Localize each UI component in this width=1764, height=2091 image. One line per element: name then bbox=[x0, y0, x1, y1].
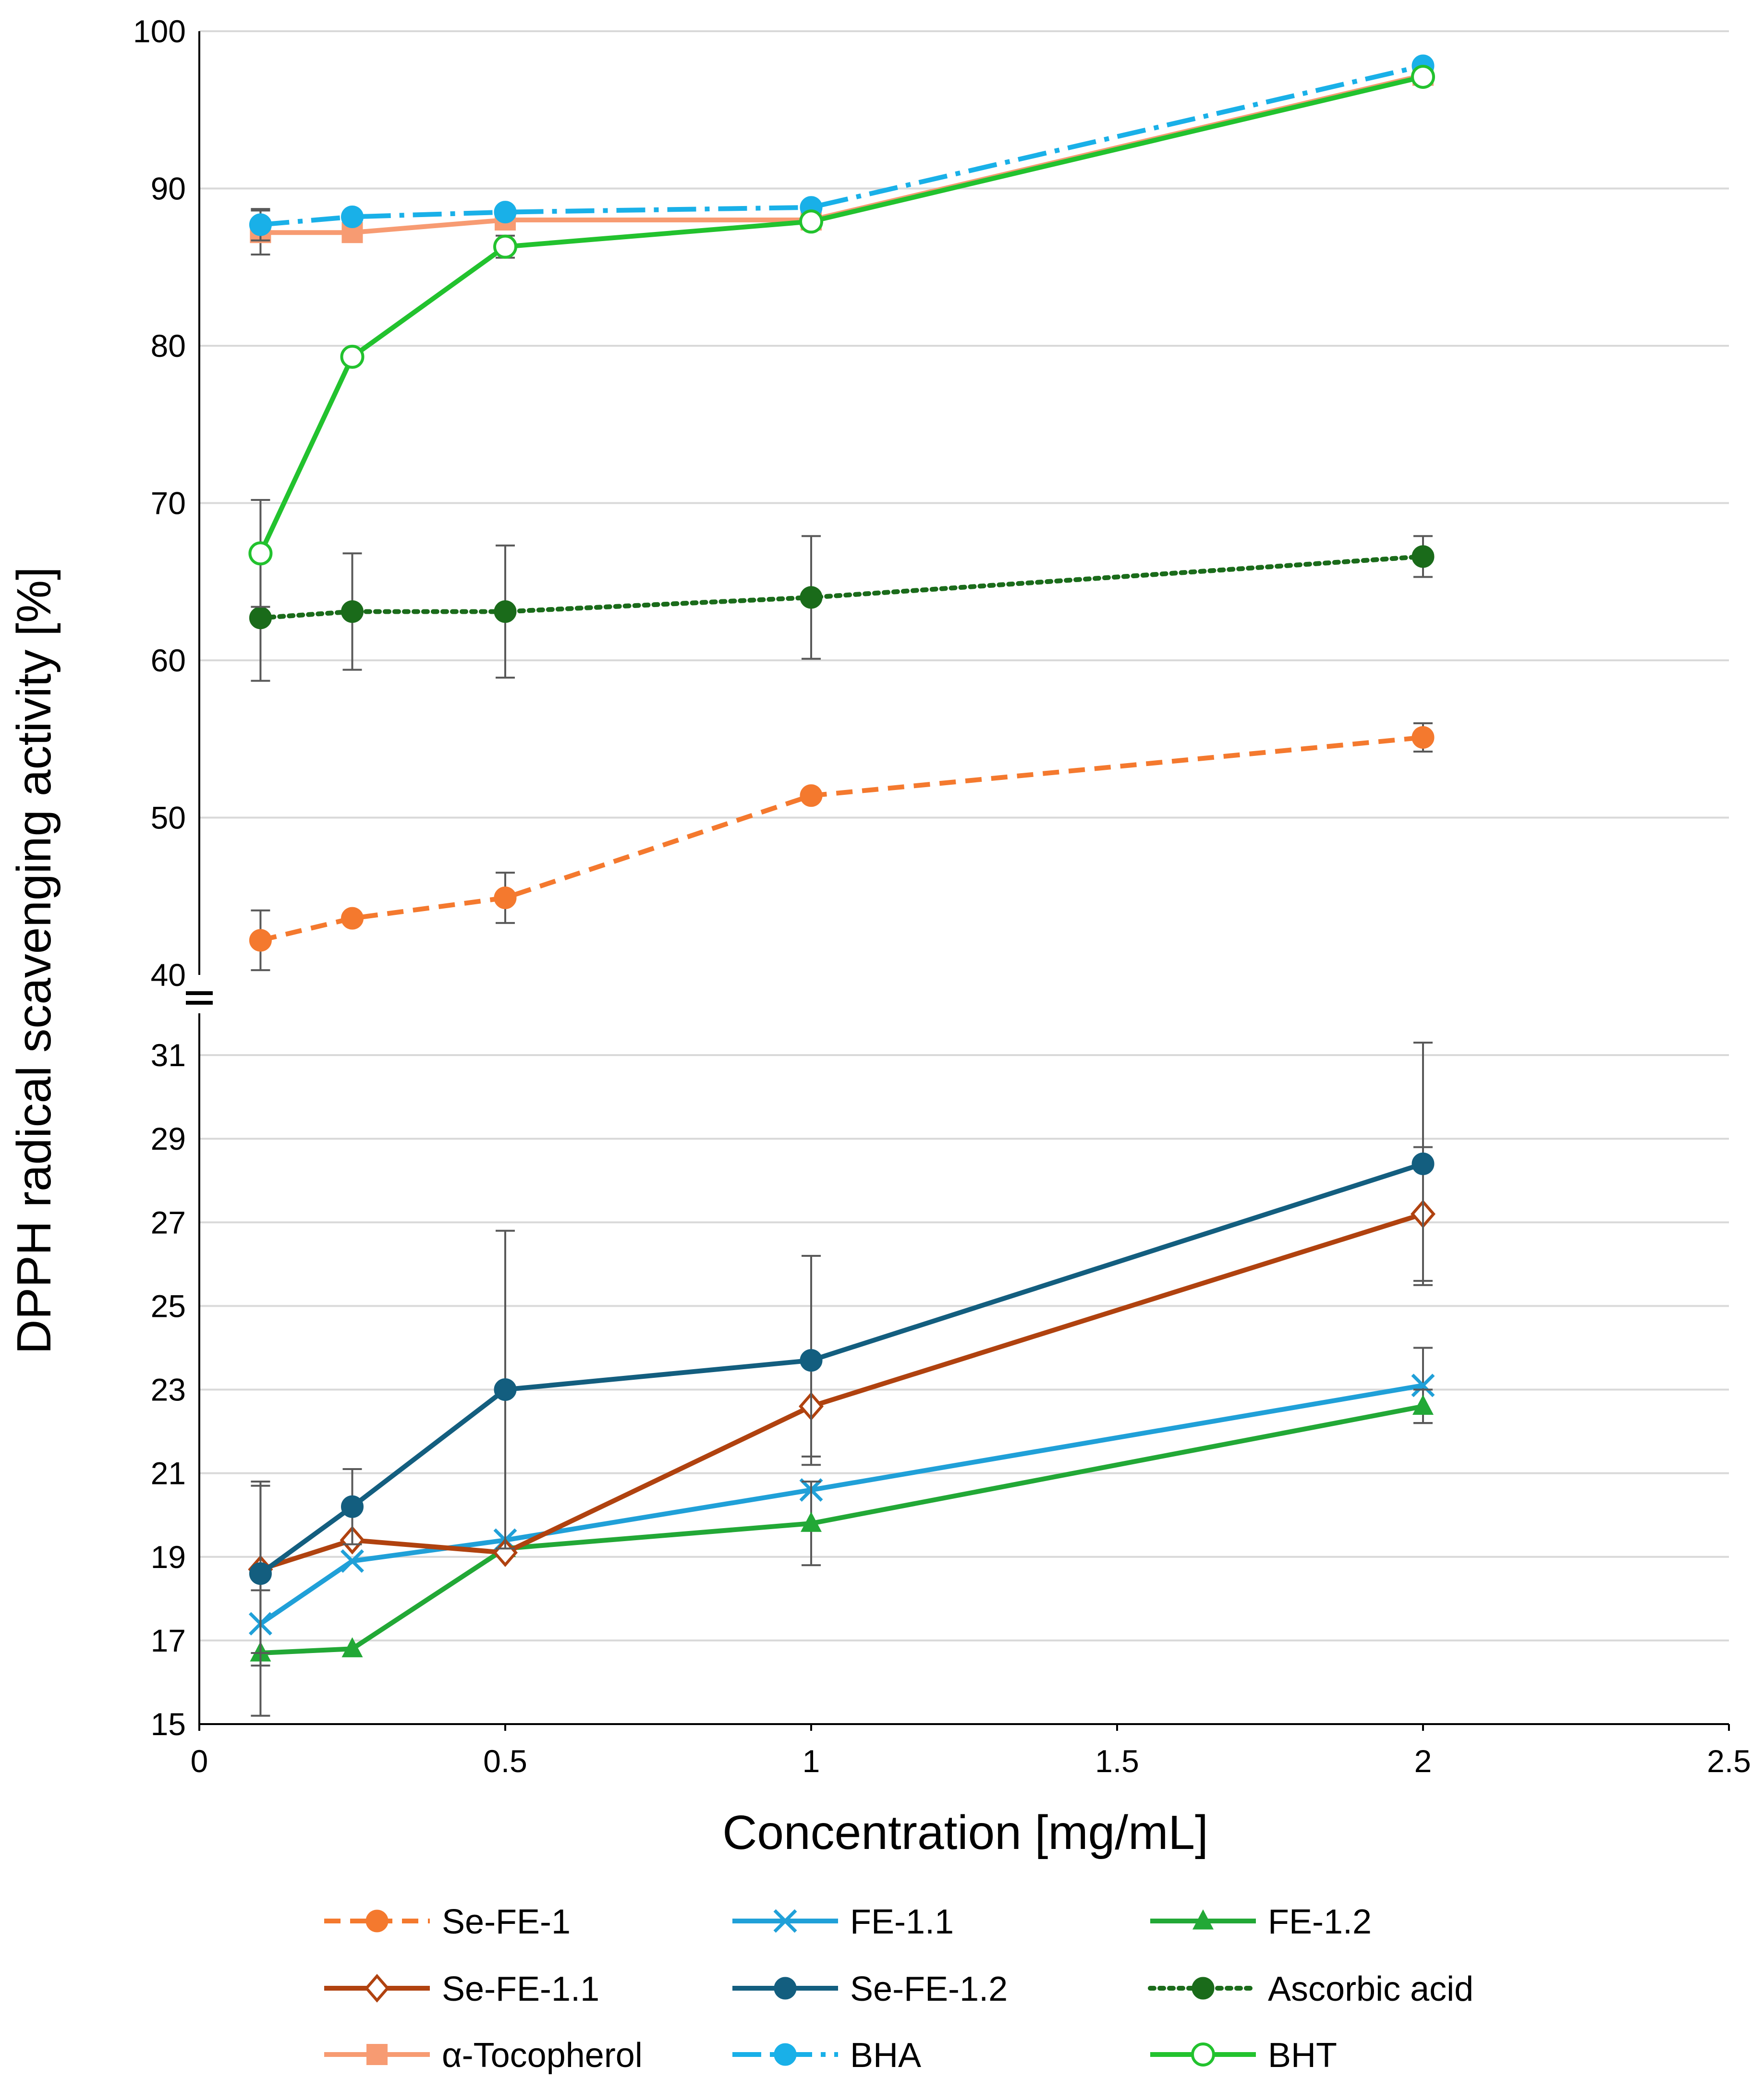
x-tick-label: 0 bbox=[191, 1743, 208, 1779]
data-point bbox=[249, 929, 272, 952]
legend: Se-FE-1 FE-1.1 FE-1.2 Se-FE-1.1 Se-FE-1.2 Asc… bbox=[324, 1903, 1473, 2075]
legend-swatch-marker bbox=[1192, 1977, 1215, 2000]
data-point bbox=[341, 1549, 364, 1573]
data-point bbox=[1411, 1374, 1435, 1398]
y-tick-label-upper: 40 bbox=[151, 957, 186, 993]
legend-item: FE-1.1 bbox=[732, 1903, 954, 1941]
series-line bbox=[259, 1161, 1424, 1576]
legend-item: Se-FE-1.2 bbox=[732, 1970, 1008, 2008]
series-line bbox=[260, 735, 1423, 943]
x-tick-label: 1 bbox=[803, 1743, 820, 1779]
y-tick-label-upper: 80 bbox=[151, 328, 186, 364]
y-tick-label-lower: 29 bbox=[151, 1121, 186, 1156]
legend-label: α-Tocopherol bbox=[442, 2036, 643, 2075]
data-point bbox=[341, 1637, 363, 1657]
data-point bbox=[249, 213, 272, 236]
legend-label: FE-1.1 bbox=[850, 1903, 954, 1941]
y-axis-title: DPPH radical scavenging activity [%] bbox=[7, 567, 61, 1354]
y-tick-label-upper: 100 bbox=[133, 13, 186, 49]
y-tick-label-upper: 70 bbox=[151, 486, 186, 521]
series-bht bbox=[248, 64, 1435, 608]
data-point bbox=[340, 344, 365, 369]
data-point bbox=[249, 607, 272, 630]
data-point bbox=[248, 541, 273, 566]
data-point bbox=[341, 1495, 364, 1518]
data-point bbox=[341, 205, 364, 228]
legend-item: FE-1.2 bbox=[1150, 1903, 1372, 1941]
y-tick-label-upper: 60 bbox=[151, 643, 186, 678]
data-point bbox=[1412, 1395, 1434, 1415]
data-point bbox=[1411, 545, 1435, 568]
series-se-fe-1-2 bbox=[249, 1041, 1435, 1667]
series-line bbox=[258, 74, 1424, 555]
legend-swatch-marker bbox=[1192, 1909, 1214, 1930]
y-tick-label-upper: 90 bbox=[151, 171, 186, 207]
series-line bbox=[260, 73, 1424, 235]
x-tick-label: 0.5 bbox=[483, 1743, 527, 1779]
legend-label: FE-1.2 bbox=[1268, 1903, 1372, 1941]
x-axis-title: Concentration [mg/mL] bbox=[722, 1806, 1208, 1860]
data-point bbox=[494, 1378, 517, 1401]
series--tocopherol bbox=[250, 64, 1434, 256]
legend-swatch-marker bbox=[774, 1977, 797, 2000]
data-point bbox=[800, 784, 823, 807]
y-tick-label-lower: 17 bbox=[151, 1623, 186, 1658]
legend-label: BHT bbox=[1268, 2036, 1337, 2075]
legend-swatch-marker bbox=[774, 2043, 797, 2066]
legend-label: Se-FE-1.1 bbox=[442, 1970, 599, 2008]
data-point bbox=[249, 1562, 272, 1585]
legend-item: BHA bbox=[732, 2036, 921, 2075]
data-point bbox=[493, 234, 517, 259]
y-tick-label-lower: 23 bbox=[151, 1372, 186, 1408]
data-point bbox=[494, 887, 517, 910]
series-fe-1-1 bbox=[248, 1347, 1435, 1636]
legend-swatch-marker bbox=[365, 1909, 389, 1933]
data-point bbox=[799, 209, 823, 234]
tick-labels: 40 50 60 70 80 90 100 15 17 19 21 23 25 27 29 31 0 0.5 1 1.… bbox=[133, 13, 1751, 1779]
series-se-fe-1 bbox=[249, 722, 1435, 972]
legend-swatch-marker bbox=[773, 1909, 797, 1933]
legend-item: Ascorbic acid bbox=[1148, 1970, 1473, 2008]
axes bbox=[186, 31, 1730, 1731]
legend-label: BHA bbox=[850, 2036, 921, 2075]
data-point bbox=[494, 600, 517, 623]
legend-swatch-marker bbox=[1191, 2042, 1215, 2067]
data-point bbox=[1411, 726, 1435, 749]
data-point bbox=[800, 586, 823, 609]
legend-label: Ascorbic acid bbox=[1268, 1970, 1473, 2008]
series-line bbox=[260, 63, 1424, 227]
data-point bbox=[800, 1349, 823, 1372]
legend-item: Se-FE-1 bbox=[324, 1903, 571, 1941]
y-tick-label-upper: 50 bbox=[151, 800, 186, 836]
legend-swatch-marker bbox=[365, 1974, 389, 2003]
y-tick-label-lower: 27 bbox=[151, 1204, 186, 1240]
data-point bbox=[801, 1511, 822, 1532]
y-tick-label-lower: 25 bbox=[151, 1288, 186, 1324]
y-tick-label-lower: 31 bbox=[151, 1037, 186, 1073]
data-point bbox=[1411, 64, 1435, 89]
legend-item: BHT bbox=[1150, 2036, 1337, 2075]
series-line bbox=[258, 554, 1425, 620]
x-tick-label: 2 bbox=[1414, 1743, 1432, 1779]
data-point bbox=[494, 201, 517, 224]
y-tick-label-lower: 21 bbox=[151, 1456, 186, 1491]
x-tick-label: 2.5 bbox=[1707, 1743, 1751, 1779]
legend-swatch-marker bbox=[366, 2044, 388, 2065]
legend-label: Se-FE-1 bbox=[442, 1903, 571, 1941]
series-line bbox=[259, 1383, 1423, 1626]
series-ascorbic-acid bbox=[249, 535, 1435, 682]
y-tick-label-lower: 15 bbox=[151, 1706, 186, 1742]
legend-label: Se-FE-1.2 bbox=[850, 1970, 1008, 2008]
gridlines bbox=[199, 30, 1729, 1641]
x-tick-label: 1.5 bbox=[1095, 1743, 1139, 1779]
data-point bbox=[341, 600, 364, 623]
y-tick-label-lower: 19 bbox=[151, 1539, 186, 1575]
legend-item: Se-FE-1.1 bbox=[324, 1970, 599, 2008]
data-series bbox=[248, 54, 1436, 1717]
data-point bbox=[1411, 1152, 1435, 1175]
legend-item: α-Tocopherol bbox=[324, 2036, 643, 2075]
data-point bbox=[341, 907, 364, 930]
